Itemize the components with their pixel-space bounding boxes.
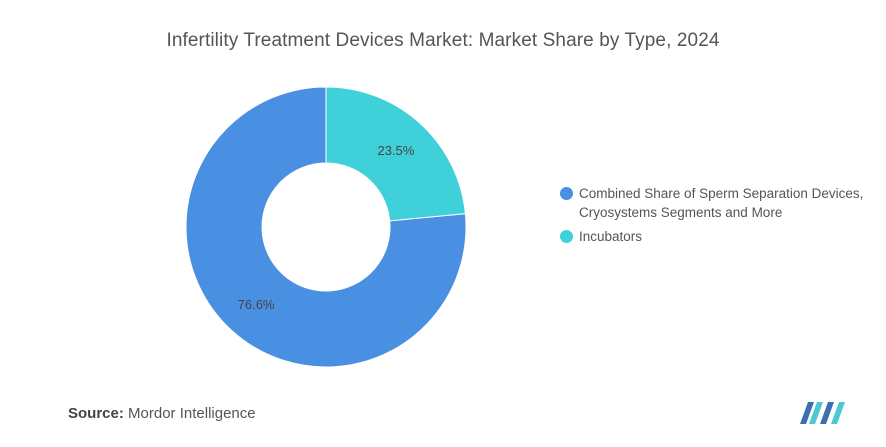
legend-label-incubators: Incubators [579, 229, 643, 244]
legend-marker-incubators [560, 230, 573, 243]
legend-label-combined-share: Combined Share of Sperm Separation Devic… [579, 186, 864, 220]
donut-slice-incubators[interactable] [325, 86, 466, 222]
legend-item-incubators[interactable]: Incubators [560, 227, 870, 246]
donut-slice-combined-share[interactable] [185, 86, 467, 368]
legend-item-combined-share[interactable]: Combined Share of Sperm Separation Devic… [560, 184, 870, 222]
chart-title: Infertility Treatment Devices Market: Ma… [166, 30, 720, 51]
source-key: Source: [68, 405, 124, 422]
mordor-intelligence-logo-icon [800, 402, 845, 424]
data-label-combined-share: 76.6% [238, 297, 275, 312]
source-note: Source: Mordor Intelligence [68, 405, 256, 422]
chart-legend: Combined Share of Sperm Separation Devic… [560, 184, 870, 251]
data-label-incubators: 23.5% [377, 143, 414, 158]
source-value: Mordor Intelligence [128, 405, 256, 422]
legend-marker-combined-share [560, 187, 573, 200]
